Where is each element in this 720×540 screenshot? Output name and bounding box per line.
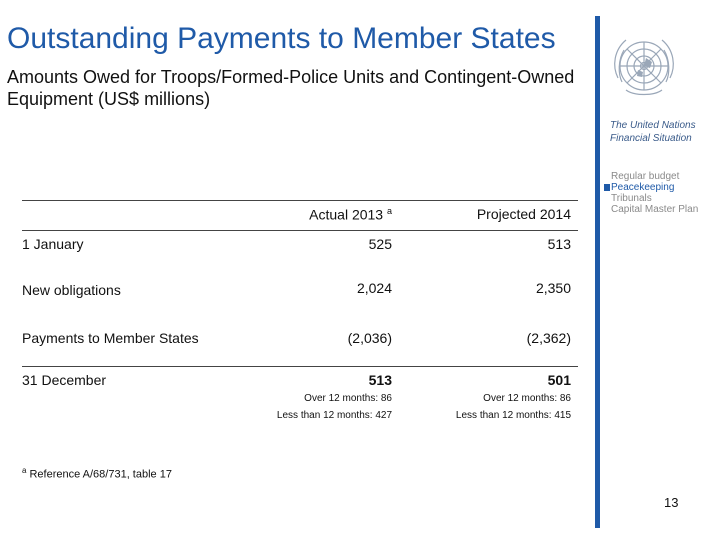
table-total-rule xyxy=(22,366,578,367)
slide-title: Outstanding Payments to Member States xyxy=(7,22,556,55)
un-emblem-icon xyxy=(614,39,674,96)
value-projected-31-december: 501 xyxy=(547,372,571,388)
footnote: a Reference A/68/731, table 17 xyxy=(22,466,172,481)
value-projected-new-obligations: 2,350 xyxy=(535,280,571,296)
actual-less-than-12-months: Less than 12 months: 427 xyxy=(276,410,392,421)
row-label-31-december: 31 December xyxy=(22,372,107,388)
value-projected-payments: (2,362) xyxy=(526,330,571,346)
sidebar-item-peacekeeping[interactable]: Peacekeeping xyxy=(604,182,720,193)
footnote-text: Reference A/68/731, table 17 xyxy=(29,468,172,481)
slide-subtitle: Amounts Owed for Troops/Formed-Police Un… xyxy=(7,67,575,109)
sidebar-item-tribunals[interactable]: Tribunals xyxy=(611,193,652,204)
sidebar-nav: Regular budget Peacekeeping Tribunals Ca… xyxy=(604,171,720,215)
value-projected-1-january: 513 xyxy=(547,236,571,252)
column-header-label: Actual 2013 xyxy=(309,206,384,223)
footnote-marker: a xyxy=(22,466,27,475)
value-actual-1-january: 525 xyxy=(368,236,392,252)
row-label-payments: Payments to Member States xyxy=(22,330,199,346)
vertical-divider xyxy=(595,16,600,528)
row-label-new-obligations: New obligations xyxy=(22,282,121,298)
actual-over-12-months: Over 12 months: 86 xyxy=(304,393,392,404)
sidebar-title: The United Nations Financial Situation xyxy=(610,120,696,144)
projected-less-than-12-months: Less than 12 months: 415 xyxy=(455,410,571,421)
column-header-actual-2013: Actual 2013 a xyxy=(309,206,392,223)
sidebar-item-capital-master-plan[interactable]: Capital Master Plan xyxy=(611,204,699,215)
table-header-rule xyxy=(22,230,578,231)
column-header-projected-2014: Projected 2014 xyxy=(476,206,571,222)
footnote-marker: a xyxy=(386,206,392,216)
page-number: 13 xyxy=(664,495,679,510)
value-actual-new-obligations: 2,024 xyxy=(356,280,392,296)
value-actual-31-december: 513 xyxy=(368,372,392,388)
value-actual-payments: (2,036) xyxy=(347,330,392,346)
projected-over-12-months: Over 12 months: 86 xyxy=(483,393,571,404)
row-label-1-january: 1 January xyxy=(22,236,84,252)
table-top-rule xyxy=(22,200,578,201)
sidebar-item-regular-budget[interactable]: Regular budget xyxy=(611,171,680,182)
